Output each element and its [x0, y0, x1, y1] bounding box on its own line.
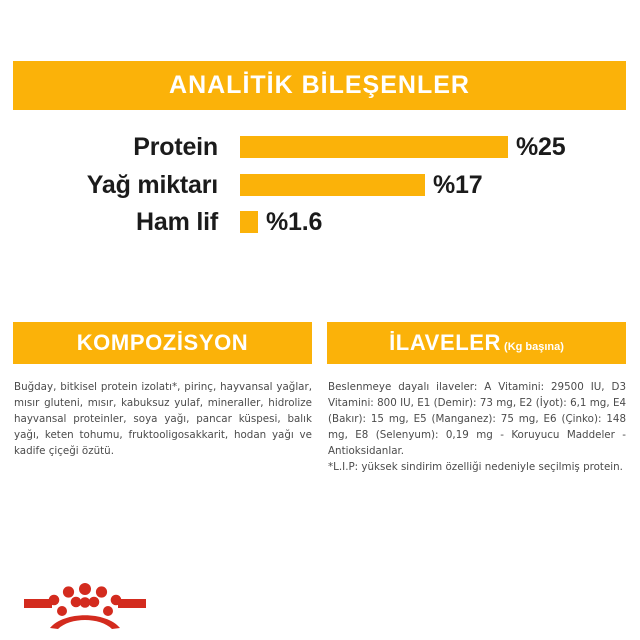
chart-value-label: %25 [516, 132, 566, 161]
composition-heading-label: KOMPOZİSYON [76, 330, 249, 355]
chart-row: Protein %25 [0, 130, 640, 164]
analytical-heading-label: ANALİTİK BİLEŞENLER [169, 71, 470, 99]
additives-heading-group: İLAVELER (Kg başına) [389, 330, 564, 356]
chart-category-label: Yağ miktarı [86, 170, 218, 199]
chart-value-label: %17 [433, 170, 483, 199]
chart-row: Ham lif %1.6 [0, 205, 640, 239]
additives-section-header: İLAVELER (Kg başına) [327, 322, 626, 364]
crown-logo-icon [24, 583, 146, 629]
additives-footnote: *L.I.P: yüksek sindirim özelliği nedeniy… [328, 461, 623, 473]
chart-bar [240, 211, 258, 233]
composition-section-header: KOMPOZİSYON [13, 322, 312, 364]
analytical-section-header: ANALİTİK BİLEŞENLER [13, 61, 626, 110]
additives-heading-label: İLAVELER [389, 330, 502, 355]
composition-body-text: Buğday, bitkisel protein izolatı*, pirin… [14, 381, 312, 457]
chart-category-label: Ham lif [136, 207, 218, 236]
chart-category-label: Protein [133, 132, 218, 161]
additives-body-paragraph: Beslenmeye dayalı ilaveler: A Vitamini: … [328, 381, 626, 457]
additives-body-text: Beslenmeye dayalı ilaveler: A Vitamini: … [328, 379, 626, 475]
chart-bar [240, 136, 508, 158]
additives-subheading-label: (Kg başına) [504, 341, 564, 353]
royal-canin-crown-logo [24, 578, 146, 634]
chart-bar-group: %25 [240, 132, 566, 162]
chart-value-label: %1.6 [266, 207, 323, 236]
chart-bar-group: %1.6 [240, 208, 322, 237]
analytical-bar-chart: Protein %25 Yağ miktarı %17 Ham lif %1.6 [0, 128, 640, 246]
chart-bar-group: %17 [240, 170, 483, 200]
chart-bar [240, 174, 425, 196]
chart-row: Yağ miktarı %17 [0, 168, 640, 202]
